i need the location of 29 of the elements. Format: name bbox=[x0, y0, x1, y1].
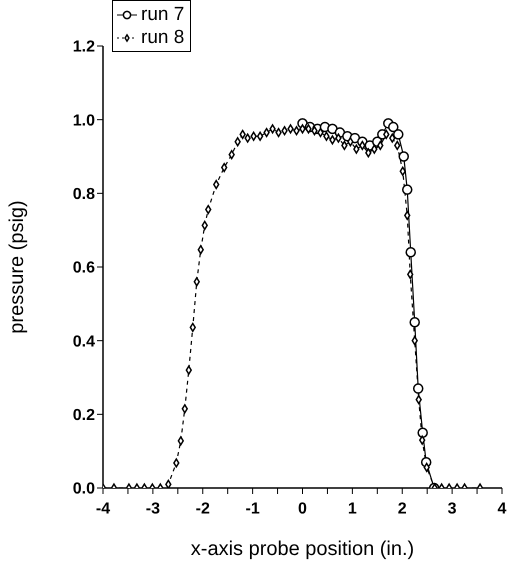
y-tick-label: 0.8 bbox=[72, 186, 96, 204]
y-tick-label: 1.2 bbox=[72, 38, 96, 56]
point bbox=[393, 129, 404, 140]
x-tick-label: -4 bbox=[96, 500, 110, 518]
x-tick-label: 3 bbox=[448, 500, 457, 518]
point bbox=[417, 428, 428, 438]
x-tick-label: 4 bbox=[498, 500, 507, 518]
point bbox=[327, 124, 338, 134]
x-tick-label: 2 bbox=[398, 500, 407, 518]
y-tick-label: 0.6 bbox=[72, 260, 96, 277]
x-tick-label: -3 bbox=[146, 500, 160, 518]
legend-label: run 8 bbox=[141, 26, 184, 49]
x-tick-label: -1 bbox=[246, 500, 260, 518]
point bbox=[412, 383, 424, 394]
x-axis-title: x-axis probe position (in.) bbox=[190, 538, 414, 560]
point bbox=[405, 247, 416, 258]
y-tick-label: 0.0 bbox=[72, 480, 96, 498]
point bbox=[398, 151, 409, 162]
x-tick-label: -2 bbox=[196, 500, 210, 518]
y-axis-title: pressure (psig) bbox=[6, 200, 28, 334]
point bbox=[388, 122, 399, 132]
legend-label: run 7 bbox=[141, 3, 184, 26]
point bbox=[402, 184, 412, 195]
x-tick-label: 0 bbox=[298, 500, 308, 518]
x-tick-label: 1 bbox=[348, 500, 357, 518]
point bbox=[409, 317, 420, 328]
y-tick-label: 1.0 bbox=[72, 112, 96, 130]
y-tick-label: 0.2 bbox=[72, 407, 96, 424]
y-tick-label: 0.4 bbox=[72, 333, 96, 350]
